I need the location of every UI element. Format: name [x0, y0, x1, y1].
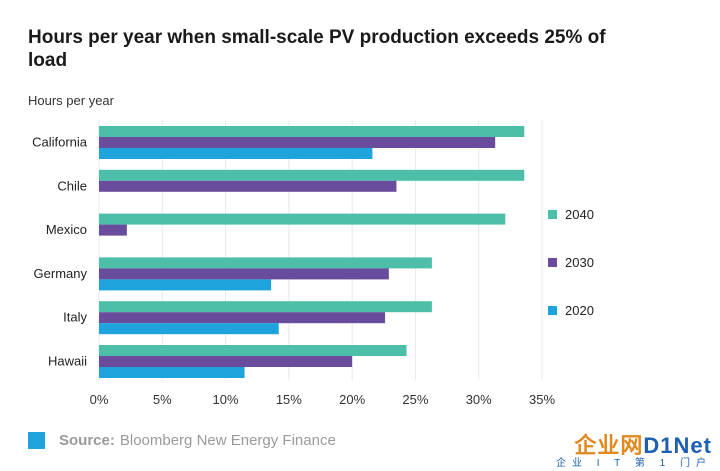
bar-chile-2030 [99, 180, 397, 192]
x-tick-label: 10% [213, 392, 239, 407]
legend-item-2030: 2030 [548, 238, 594, 286]
category-label: California [32, 135, 88, 150]
bar-germany-2040 [99, 257, 432, 269]
bar-italy-2040 [99, 301, 432, 313]
bar-hawaii-2020 [99, 367, 245, 378]
x-tick-label: 20% [339, 392, 365, 407]
legend-label-2020: 2020 [565, 302, 594, 318]
bar-italy-2030 [99, 312, 386, 324]
bar-california-2020 [99, 148, 373, 159]
watermark-brand: 企业网 [574, 433, 644, 458]
x-tick-label: 25% [402, 392, 428, 407]
category-label: Hawaii [48, 354, 87, 369]
bar-mexico-2030 [99, 224, 127, 236]
category-label: Mexico [46, 222, 87, 237]
x-tick-label: 35% [529, 392, 555, 407]
source-square-icon [28, 432, 45, 449]
x-tick-label: 30% [466, 392, 492, 407]
source-note: Source: Bloomberg New Energy Finance [28, 432, 336, 449]
chart-legend: 2040 2030 2020 [548, 190, 594, 334]
category-label: Chile [57, 178, 87, 193]
legend-label-2040: 2040 [565, 206, 594, 222]
watermark-logo: 企业网D1Net [574, 428, 712, 460]
source-prefix: Source: [59, 432, 115, 449]
category-label: Italy [63, 310, 87, 325]
axis-unit-label: Hours per year [28, 93, 114, 108]
bar-chile-2040 [99, 169, 525, 181]
watermark-subtitle: 企业 I T 第 1 门户 [556, 458, 712, 469]
category-label: Germany [34, 266, 88, 281]
bar-hawaii-2040 [99, 345, 407, 356]
bar-hawaii-2030 [99, 356, 353, 367]
source-text: Bloomberg New Energy Finance [119, 432, 336, 449]
bar-mexico-2040 [99, 213, 506, 225]
legend-swatch-2030 [548, 257, 557, 267]
x-tick-label: 15% [276, 392, 302, 407]
bar-california-2040 [99, 126, 525, 137]
bar-italy-2020 [99, 323, 279, 335]
bar-germany-2030 [99, 268, 389, 280]
bar-california-2030 [99, 137, 496, 148]
chart-title: Hours per year when small-scale PV produ… [28, 27, 606, 71]
bar-germany-2020 [99, 279, 272, 291]
legend-swatch-2020 [548, 305, 557, 315]
legend-swatch-2040 [548, 209, 557, 219]
watermark-logo-text: D1Net [643, 433, 712, 458]
legend-item-2020: 2020 [548, 286, 594, 334]
legend-item-2040: 2040 [548, 190, 594, 238]
legend-label-2030: 2030 [565, 254, 594, 270]
x-tick-label: 5% [153, 392, 172, 407]
x-tick-label: 0% [90, 392, 109, 407]
